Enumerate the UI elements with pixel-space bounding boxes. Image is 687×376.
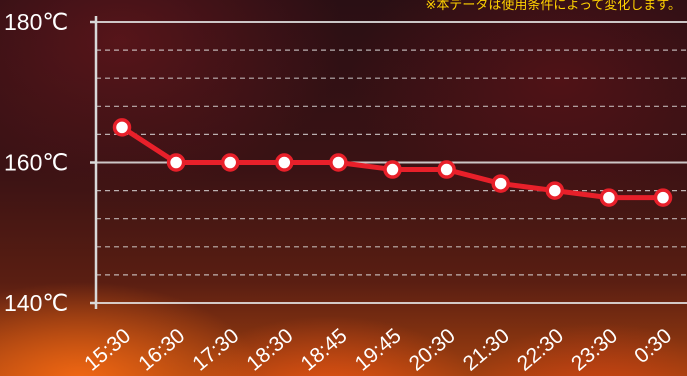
data-point	[329, 153, 348, 172]
y-tick-labels: 140℃ 160℃ 180℃	[4, 9, 68, 316]
data-point	[491, 174, 510, 193]
y-tick-label: 140℃	[4, 290, 68, 316]
y-tick-label: 180℃	[4, 9, 68, 35]
data-point	[599, 188, 619, 207]
data-point	[653, 188, 673, 207]
x-tick-label: 19:45	[351, 324, 406, 375]
y-axis	[90, 16, 98, 309]
x-tick-label: 18:30	[242, 324, 297, 375]
data-point	[220, 153, 240, 172]
x-tick-label: 16:30	[134, 324, 189, 375]
y-tick-label: 160℃	[4, 150, 68, 176]
disclaimer-note: ※本データは使用条件によって変化します。	[425, 0, 681, 13]
x-tick-label: 23:30	[567, 324, 622, 375]
x-tick-label: 18:45	[297, 324, 352, 375]
x-tick-label: 15:30	[80, 324, 135, 375]
data-point	[437, 160, 456, 179]
x-tick-label: 20:30	[405, 324, 460, 375]
data-point	[275, 153, 294, 172]
x-tick-label: 22:30	[513, 324, 568, 375]
data-point	[383, 160, 402, 179]
data-point	[112, 118, 132, 137]
data-point	[545, 181, 565, 200]
x-tick-labels: 15:30 16:30 17:30 18:30 18:45 19:45 20:30 21:30…	[80, 324, 676, 375]
x-tick-label: 21:30	[459, 324, 514, 375]
data-point	[166, 153, 186, 172]
x-tick-label: 0:30	[630, 324, 676, 368]
x-tick-label: 17:30	[188, 324, 243, 375]
temperature-series	[112, 118, 673, 207]
